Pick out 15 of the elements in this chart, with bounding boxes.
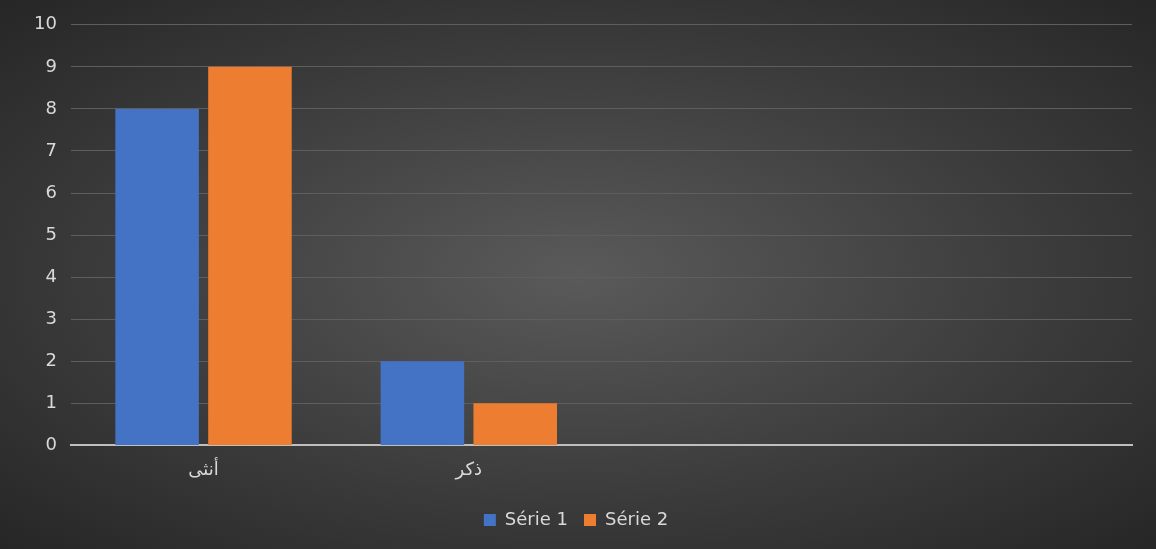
y-tick-label: 8: [45, 96, 57, 118]
y-tick-label: 6: [45, 180, 57, 202]
y-tick-label: 2: [45, 348, 57, 370]
y-tick-label: 0: [45, 433, 57, 455]
y-tick-label: 9: [45, 54, 57, 76]
y-tick-label: 1: [45, 391, 57, 413]
x-tick-label: ذكر: [454, 457, 483, 480]
x-tick-label: أنثى: [188, 456, 219, 479]
y-tick-label: 10: [34, 12, 57, 34]
y-tick-label: 4: [45, 264, 57, 286]
y-tick-label: 7: [45, 138, 57, 160]
y-tick-label: 5: [45, 222, 57, 244]
legend-label: Série 2: [605, 507, 669, 529]
y-tick-label: 3: [45, 306, 57, 328]
legend-label: Série 1: [504, 507, 569, 529]
